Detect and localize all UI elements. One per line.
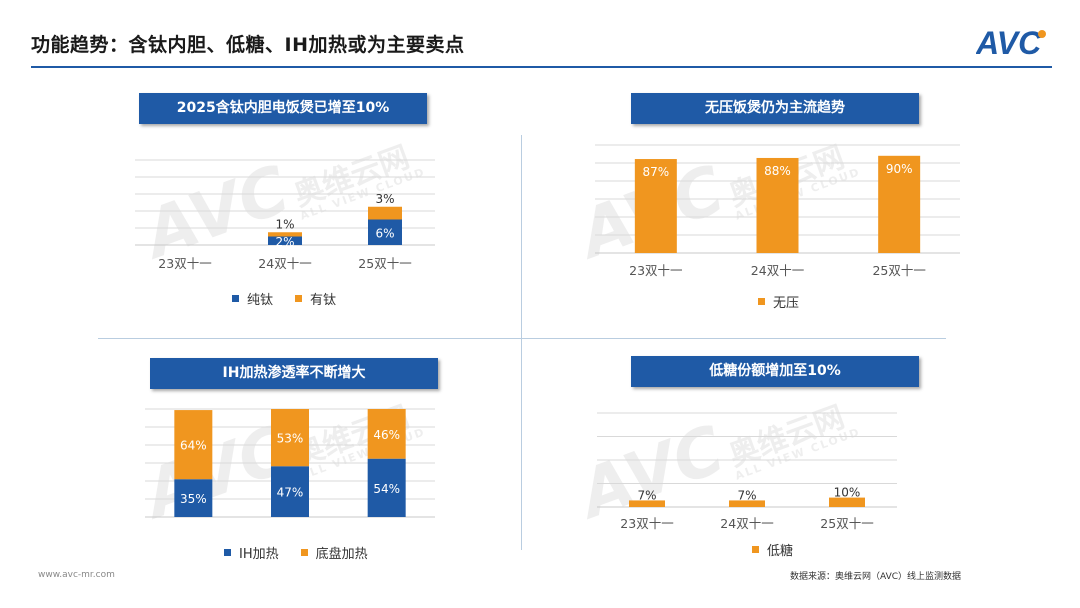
bar-lowsugar-0-1 — [729, 500, 765, 507]
legend-item-lowsugar-0: 低糖 — [752, 540, 793, 559]
chart-titanium-svg: 23双十一 2% 1% 24双十一 6% 3% 25双十一 — [135, 159, 435, 271]
category-label-lowsugar-1: 24双十一 — [720, 516, 773, 531]
legend-lowsugar: 低糖 — [752, 540, 793, 559]
bar-titanium-1-1 — [268, 232, 302, 237]
chart-titanium: 23双十一 2% 1% 24双十一 6% 3% 25双十一 — [135, 150, 435, 280]
category-label-pressureless-2: 25双十一 — [872, 263, 925, 278]
legend-item-ih-1: 底盘加热 — [300, 543, 368, 562]
chart-lowsugar: 7% 23双十一 7% 24双十一 10% 25双十一 — [597, 400, 897, 535]
bar-titanium-1-2 — [368, 206, 402, 220]
data-label-titanium-1-2: 3% — [375, 192, 394, 206]
data-label-ih-1-1: 53% — [277, 432, 304, 446]
data-label-titanium-1-1: 1% — [275, 217, 294, 231]
chart-pressureless: 87% 23双十一 88% 24双十一 90% 25双十一 — [595, 135, 960, 280]
chart-lowsugar-svg: 7% 23双十一 7% 24双十一 10% 25双十一 — [597, 412, 897, 531]
data-label-lowsugar-0-1: 7% — [737, 488, 756, 502]
bar-pressureless-0-0 — [634, 159, 677, 253]
chart-ih-svg: 35% 64% 47% 53% 54% 46% — [145, 408, 435, 518]
data-label-ih-0-2: 54% — [373, 482, 400, 496]
data-label-ih-0-0: 35% — [180, 492, 207, 506]
category-label-titanium-0: 23双十一 — [158, 256, 211, 271]
legend-item-titanium-1: 有钛 — [295, 289, 336, 308]
footer-website: www.avc-mr.com — [38, 570, 115, 580]
legend-label: IH加热 — [239, 547, 279, 562]
quadrant-divider-vertical — [521, 135, 522, 550]
chart-title-lowsugar: 低糖份额增加至10% — [631, 356, 919, 387]
bar-ih-1-2 — [367, 409, 406, 459]
legend-swatch — [295, 295, 303, 302]
data-label-ih-1-0: 64% — [180, 439, 207, 453]
chart-title-ih: IH加热渗透率不断增大 — [150, 358, 438, 389]
chart-ih: 35% 64% 47% 53% 54% 46% — [145, 402, 435, 532]
bar-lowsugar-0-2 — [829, 497, 865, 507]
category-label-lowsugar-2: 25双十一 — [820, 516, 873, 531]
logo-text: AVC — [976, 25, 1042, 60]
legend-titanium: 纯钛 有钛 — [232, 289, 336, 308]
bar-titanium-0-2 — [368, 219, 402, 245]
bar-ih-1-0 — [174, 410, 213, 480]
chart-pressureless-svg: 87% 23双十一 88% 24双十一 90% 25双十一 — [595, 144, 960, 278]
category-label-pressureless-1: 24双十一 — [751, 263, 804, 278]
legend-item-titanium-0: 纯钛 — [232, 289, 273, 308]
data-label-lowsugar-0-2: 10% — [834, 486, 861, 500]
quadrant-divider-horizontal — [98, 338, 946, 339]
data-label-pressureless-0-2: 90% — [886, 162, 913, 176]
chart-title-pressureless: 无压饭煲仍为主流趋势 — [631, 93, 919, 124]
chart-title-titanium: 2025含钛内胆电饭煲已增至10% — [139, 93, 427, 124]
legend-swatch — [758, 298, 765, 305]
bar-ih-0-0 — [174, 479, 213, 517]
category-label-titanium-2: 25双十一 — [358, 256, 411, 271]
bar-pressureless-0-1 — [756, 157, 799, 253]
bar-pressureless-0-2 — [878, 155, 921, 253]
data-label-pressureless-0-1: 88% — [764, 164, 791, 178]
title-rule — [31, 66, 1052, 68]
page-title: 功能趋势：含钛内胆、低糖、IH加热或为主要卖点 — [31, 34, 465, 56]
data-label-titanium-0-2: 6% — [375, 226, 394, 240]
logo-dot — [1038, 30, 1046, 38]
data-label-titanium-0-1: 2% — [275, 235, 294, 249]
legend-item-ih-0: IH加热 — [224, 543, 279, 562]
legend-swatch — [300, 549, 308, 556]
data-label-ih-1-2: 46% — [373, 428, 400, 442]
legend-ih: IH加热 底盘加热 — [224, 543, 368, 562]
legend-swatch — [224, 549, 231, 556]
footer-source: 数据来源：奥维云网（AVC）线上监测数据 — [790, 572, 962, 582]
data-label-pressureless-0-0: 87% — [642, 165, 669, 179]
legend-pressureless: 无压 — [758, 292, 799, 311]
legend-label: 无压 — [773, 296, 800, 311]
legend-label: 低糖 — [767, 544, 794, 559]
bar-lowsugar-0-0 — [629, 500, 665, 507]
category-label-pressureless-0: 23双十一 — [629, 263, 682, 278]
bar-ih-0-2 — [367, 458, 406, 517]
category-label-lowsugar-0: 23双十一 — [620, 516, 673, 531]
bar-ih-0-1 — [271, 466, 309, 517]
legend-label: 有钛 — [310, 293, 337, 308]
category-label-titanium-1: 24双十一 — [258, 256, 311, 271]
bar-titanium-0-1 — [268, 236, 302, 245]
avc-logo: AVC — [976, 25, 1046, 60]
legend-label: 纯钛 — [247, 293, 274, 308]
data-label-lowsugar-0-0: 7% — [637, 488, 656, 502]
legend-swatch — [752, 546, 759, 553]
legend-swatch — [232, 295, 239, 302]
legend-item-pressureless-0: 无压 — [758, 292, 799, 311]
bar-ih-1-1 — [271, 409, 309, 467]
data-label-ih-0-1: 47% — [277, 486, 304, 500]
legend-label: 底盘加热 — [315, 547, 368, 562]
